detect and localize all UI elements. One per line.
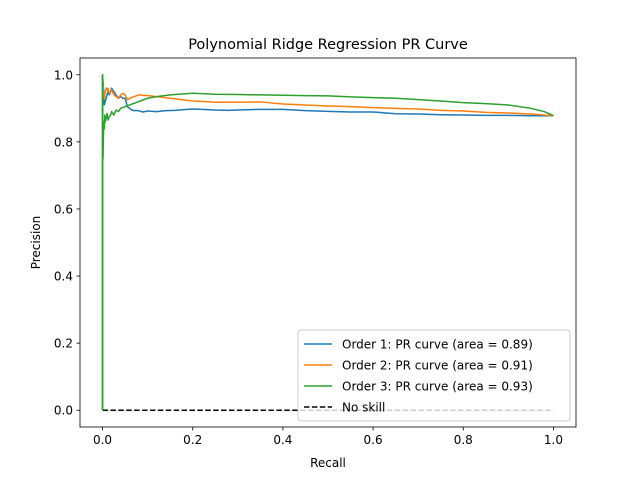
legend-label: No skill: [342, 401, 385, 415]
series-line-1: [101, 74, 554, 411]
y-tick-label: 1.0: [54, 68, 73, 82]
legend-items: Order 1: PR curve (area = 0.89) Order 2: …: [304, 338, 533, 415]
plot-frame: [79, 57, 577, 428]
y-tick-label: 0.8: [54, 135, 73, 149]
y-axis-label: Precision: [29, 216, 43, 270]
legend-label: Order 3: PR curve (area = 0.93): [342, 380, 533, 394]
y-tick-label: 0.2: [54, 337, 73, 351]
x-tick-label: 0.4: [273, 433, 292, 447]
legend-box: [297, 329, 571, 422]
y-axis: 0.0 0.2 0.4 0.6 0.8 1.0: [54, 68, 80, 418]
x-tick-label: 0.2: [183, 433, 202, 447]
series-line-2: [101, 74, 554, 411]
y-tick-label: 0.6: [54, 202, 73, 216]
legend-label: Order 2: PR curve (area = 0.91): [342, 359, 533, 373]
x-axis-label: Recall: [310, 456, 346, 470]
chart-title: Polynomial Ridge Regression PR Curve: [188, 37, 468, 53]
x-tick-label: 1.0: [544, 433, 563, 447]
legend-label: Order 1: PR curve (area = 0.89): [342, 338, 533, 352]
series-line-3: [101, 74, 554, 411]
legend: Order 1: PR curve (area = 0.89) Order 2: …: [297, 329, 571, 422]
y-tick-label: 0.0: [54, 404, 73, 418]
y-tick-label: 0.4: [54, 270, 73, 284]
x-tick-label: 0.6: [364, 433, 383, 447]
x-axis: 0.0 0.2 0.4 0.6 0.8 1.0: [93, 427, 563, 447]
x-tick-label: 0.0: [93, 433, 112, 447]
x-tick-label: 0.8: [454, 433, 473, 447]
